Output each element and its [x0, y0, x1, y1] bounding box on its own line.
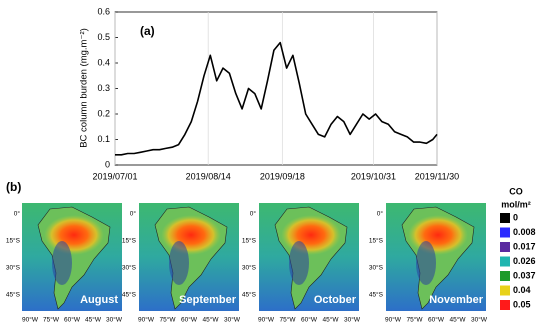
lon-label: 60°W	[181, 316, 198, 324]
lat-label: 15°S	[369, 237, 384, 245]
colorbar-swatch	[500, 213, 510, 223]
colorbar-label: 0.008	[513, 227, 536, 237]
lat-label: 30°S	[6, 264, 21, 272]
colorbar-label: 0.04	[513, 285, 531, 295]
lon-label: 75°W	[280, 316, 297, 324]
colorbar-unit: mol/m²	[501, 199, 531, 209]
y-tick-label: 0.6	[97, 6, 110, 16]
panel-b-label: (b)	[6, 180, 21, 194]
y-tick-label: 0.1	[97, 134, 110, 144]
colorbar-label: 0.026	[513, 256, 536, 266]
panel-a-label: (a)	[140, 24, 155, 38]
colorbar-swatch	[500, 271, 510, 281]
colorbar-swatch	[500, 300, 510, 310]
colorbar-swatch	[500, 227, 510, 238]
lon-label: 30°W	[471, 316, 488, 324]
y-tick-label: 0.3	[97, 83, 110, 93]
lon-label: 90°W	[258, 316, 275, 324]
lat-label: 0°	[250, 210, 257, 218]
x-tick-label: 2019/07/01	[92, 171, 137, 181]
lat-label: 45°S	[242, 291, 257, 299]
lat-label: 15°S	[122, 237, 137, 245]
map-month-label: November	[429, 294, 484, 306]
lat-label: 45°S	[6, 291, 21, 299]
lat-label: 45°S	[122, 291, 137, 299]
lon-label: 45°W	[85, 316, 102, 324]
map-month-label: September	[179, 294, 237, 306]
lon-label: 30°W	[106, 316, 123, 324]
lat-label: 0°	[377, 210, 384, 218]
lon-label: 90°W	[138, 316, 155, 324]
y-axis-label: BC column burden (mg.m⁻²)	[79, 28, 90, 148]
lon-label: 75°W	[407, 316, 424, 324]
x-tick-label: 2019/10/31	[351, 171, 396, 181]
lon-label: 90°W	[22, 316, 39, 324]
lon-label: 60°W	[301, 316, 318, 324]
lon-label: 45°W	[450, 316, 467, 324]
colorbar-label: 0	[513, 212, 518, 222]
lon-label: 60°W	[64, 316, 81, 324]
y-tick-label: 0	[105, 159, 110, 169]
x-tick-label: 2019/09/18	[260, 171, 305, 181]
y-tick-label: 0.5	[97, 32, 110, 42]
map-month-label: October	[314, 294, 357, 306]
colorbar-swatch	[500, 256, 510, 267]
x-tick-label: 2019/11/30	[415, 171, 459, 181]
lat-label: 30°S	[369, 264, 384, 272]
lat-label: 15°S	[6, 237, 21, 245]
lon-label: 75°W	[160, 316, 177, 324]
x-tick-label: 2019/08/14	[186, 171, 231, 181]
data-line	[115, 41, 438, 156]
lon-label: 45°W	[323, 316, 340, 324]
lat-label: 30°S	[122, 264, 137, 272]
lat-label: 30°S	[242, 264, 257, 272]
lon-label: 45°W	[203, 316, 220, 324]
colorbar-swatch	[500, 285, 510, 296]
lon-label: 30°W	[344, 316, 361, 324]
lon-label: 60°W	[428, 316, 445, 324]
lon-label: 90°W	[385, 316, 402, 324]
map-month-label: August	[80, 294, 118, 306]
lat-label: 0°	[130, 210, 137, 218]
lat-label: 0°	[14, 210, 21, 218]
lon-label: 30°W	[224, 316, 241, 324]
colorbar-title: CO	[509, 186, 523, 196]
colorbar-label: 0.037	[513, 270, 536, 280]
lat-label: 45°S	[369, 291, 384, 299]
y-tick-label: 0.2	[97, 108, 110, 118]
colorbar-label: 0.05	[513, 299, 531, 309]
plot-frame	[114, 11, 438, 166]
colorbar-swatch	[500, 242, 510, 252]
lat-label: 15°S	[242, 237, 257, 245]
lon-label: 75°W	[43, 316, 60, 324]
y-tick-label: 0.4	[97, 57, 110, 67]
colorbar-label: 0.017	[513, 241, 536, 251]
